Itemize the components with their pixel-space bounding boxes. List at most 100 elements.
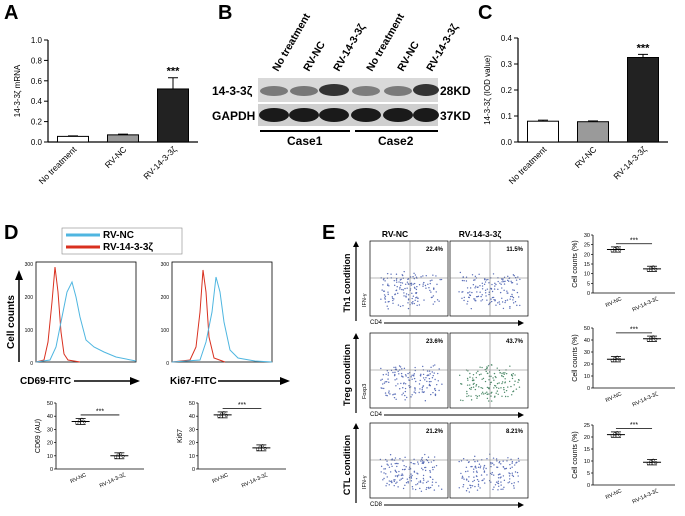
histogram-ki67: 0 100 200 300 <box>161 261 273 367</box>
event-dot <box>496 460 498 462</box>
event-dot <box>433 388 436 390</box>
event-dot <box>468 395 470 397</box>
event-dot <box>508 472 510 474</box>
event-dot <box>423 461 425 463</box>
event-dot <box>428 370 431 372</box>
event-dot <box>396 378 398 380</box>
event-dot <box>430 291 432 293</box>
data-point <box>654 267 658 271</box>
bar <box>627 57 659 143</box>
event-dot <box>420 467 423 469</box>
event-dot <box>465 466 468 468</box>
event-dot <box>472 377 474 379</box>
event-dot <box>430 296 433 299</box>
event-dot <box>384 298 386 300</box>
event-dot <box>394 371 396 374</box>
event-dot <box>432 295 435 297</box>
event-dot <box>491 283 493 286</box>
event-dot <box>501 297 503 299</box>
y-axis-label: Cell counts (%) <box>572 334 579 381</box>
y-tick-label: 40 <box>47 414 53 420</box>
event-dot <box>422 377 425 379</box>
y-tick-label: 50 <box>47 401 53 407</box>
gate-percent: 23.6% <box>426 339 444 345</box>
event-dot <box>476 475 478 478</box>
event-dot <box>516 283 518 285</box>
event-dot <box>484 380 487 383</box>
event-dot <box>479 467 481 469</box>
event-dot <box>487 387 490 390</box>
data-point <box>618 433 622 437</box>
event-dot <box>485 279 488 281</box>
event-dot <box>460 460 463 462</box>
event-dot <box>387 464 389 466</box>
event-dot <box>462 477 464 479</box>
event-dot <box>465 470 467 473</box>
event-dot <box>506 290 508 292</box>
event-dot <box>402 305 404 307</box>
event-dot <box>466 377 469 380</box>
event-dot <box>405 293 408 295</box>
event-dot <box>432 274 434 276</box>
event-dot <box>401 288 403 291</box>
event-dot <box>496 382 499 385</box>
arrowhead-ki67 <box>280 377 290 385</box>
event-dot <box>381 383 384 385</box>
event-dot <box>399 388 401 390</box>
event-dot <box>507 395 509 398</box>
event-dot <box>431 484 433 486</box>
panel-e-th1-scatter: 0 5 10 15 20 25 30 Cell counts (%) RV-NC RV-14-3-… <box>572 233 675 313</box>
event-dot <box>440 278 443 281</box>
event-dot <box>412 301 414 303</box>
event-dot <box>479 366 481 368</box>
event-dot <box>400 278 402 281</box>
data-point <box>649 460 653 464</box>
event-dot <box>415 288 418 291</box>
event-dot <box>490 287 493 290</box>
event-dot <box>482 377 485 380</box>
event-dot <box>412 374 415 376</box>
event-dot <box>425 488 427 491</box>
event-dot <box>394 293 397 295</box>
significance-label: *** <box>238 402 246 409</box>
bar <box>527 120 559 143</box>
event-dot <box>481 299 484 301</box>
data-point <box>649 266 653 270</box>
event-dot <box>462 484 465 486</box>
data-point <box>224 413 228 417</box>
event-dot <box>428 383 431 386</box>
event-dot <box>504 300 507 302</box>
event-dot <box>395 289 397 292</box>
event-dot <box>484 292 487 294</box>
event-dot <box>380 465 383 468</box>
event-dot <box>395 471 398 473</box>
event-dot <box>417 463 420 465</box>
event-dot <box>396 285 398 288</box>
event-dot <box>493 298 495 301</box>
event-dot <box>503 280 505 283</box>
event-dot <box>503 391 506 394</box>
event-dot <box>485 370 487 373</box>
event-dot <box>478 273 480 275</box>
x-marker-label: CD4 <box>370 320 383 326</box>
event-dot <box>396 281 398 283</box>
event-dot <box>511 377 514 380</box>
event-dot <box>502 488 504 490</box>
y-tick-label: 30 <box>47 427 53 433</box>
event-dot <box>427 461 430 464</box>
event-dot <box>504 468 507 470</box>
data-point <box>618 248 622 252</box>
event-dot <box>389 471 392 473</box>
x-tick-label: RV-NC <box>605 296 623 309</box>
event-dot <box>500 484 502 486</box>
event-dot <box>507 482 509 484</box>
flow-dotplot: 21.2% <box>369 422 449 499</box>
event-dot <box>474 466 476 468</box>
event-dot <box>383 477 385 480</box>
event-dot <box>458 487 460 489</box>
event-dot <box>412 295 415 297</box>
event-dot <box>475 376 477 379</box>
event-dot <box>393 480 395 483</box>
event-dot <box>394 457 397 459</box>
event-dot <box>387 284 389 287</box>
